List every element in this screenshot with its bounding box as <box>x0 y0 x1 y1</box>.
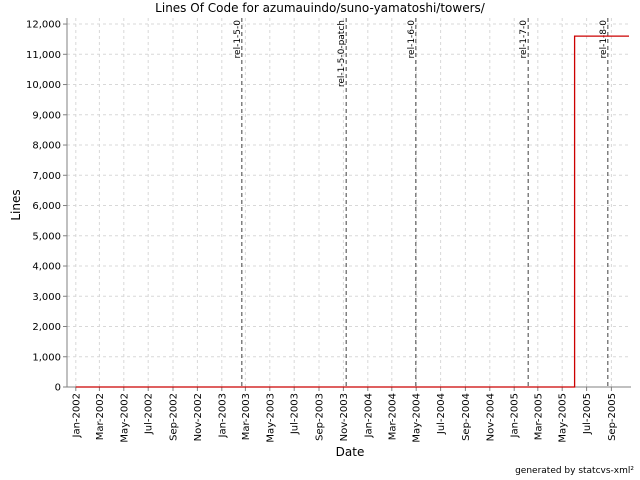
y-tick-label: 8,000 <box>32 141 61 152</box>
x-tick-label: Sep-2003 <box>315 393 326 441</box>
x-tick-label: Nov-2003 <box>339 393 350 441</box>
y-tick-label: 3,000 <box>32 292 61 303</box>
x-tick-label: Jan-2005 <box>510 393 521 438</box>
x-tick-label: Jan-2002 <box>71 393 82 438</box>
x-tick-label: Mar-2002 <box>95 393 106 440</box>
release-marker-label: rel-1-5-0-patch <box>337 20 347 87</box>
x-tick-label: Jul-2004 <box>436 393 447 435</box>
x-tick-label: Jul-2002 <box>144 393 155 435</box>
y-tick-label: 6,000 <box>32 201 61 212</box>
x-tick-label: Jan-2003 <box>217 393 228 438</box>
footer-credit: generated by statcvs-xml² <box>515 466 634 476</box>
y-tick-label: 0 <box>55 383 61 394</box>
release-markers: rel-1-5-0 rel-1-5-0-patch rel-1-6-0 rel-1-7… <box>233 18 609 387</box>
y-tick-label: 1,000 <box>32 352 61 363</box>
x-axis-label: Date <box>336 445 365 459</box>
x-tick-label: Sep-2004 <box>461 393 472 441</box>
tick-labels: 0 1,000 2,000 3,000 4,000 5,000 6,000 7,000 8,00… <box>26 20 618 443</box>
y-tick-label: 7,000 <box>32 171 61 182</box>
release-marker-label: rel-1-6-0 <box>407 20 417 59</box>
x-tick-label: May-2005 <box>558 393 569 443</box>
y-tick-label: 2,000 <box>32 322 61 333</box>
chart-title: Lines Of Code for azumauindo/suno-yamato… <box>155 1 486 15</box>
x-tick-label: May-2003 <box>265 393 276 443</box>
release-marker-label: rel-1-8-0 <box>599 20 609 59</box>
plot-area <box>67 18 631 387</box>
y-tick-label: 10,000 <box>26 80 61 91</box>
y-axis-label: Lines <box>9 189 23 220</box>
y-tick-label: 5,000 <box>32 231 61 242</box>
x-tick-label: May-2002 <box>119 393 130 443</box>
series-layer <box>75 35 629 388</box>
x-tick-label: Mar-2003 <box>241 393 252 440</box>
y-tick-label: 4,000 <box>32 262 61 273</box>
x-tick-label: Jul-2003 <box>290 393 301 435</box>
y-tick-label: 11,000 <box>26 50 61 61</box>
x-tick-label: Nov-2004 <box>485 393 496 441</box>
grid-layer <box>67 18 631 388</box>
x-tick-label: May-2004 <box>412 393 423 443</box>
y-tick-label: 9,000 <box>32 110 61 121</box>
x-tick-label: Jul-2005 <box>582 393 593 435</box>
release-marker-label: rel-1-5-0 <box>233 20 243 59</box>
x-tick-label: Sep-2005 <box>607 393 618 441</box>
x-tick-label: Mar-2004 <box>387 393 398 440</box>
x-tick-label: Mar-2005 <box>533 393 544 440</box>
release-marker-label: rel-1-7-0 <box>519 20 529 59</box>
x-tick-label: Jan-2004 <box>363 393 374 438</box>
x-tick-label: Nov-2002 <box>193 393 204 441</box>
loc-series-line <box>75 35 629 388</box>
y-tick-label: 12,000 <box>26 20 61 31</box>
x-tick-label: Sep-2002 <box>169 393 180 441</box>
